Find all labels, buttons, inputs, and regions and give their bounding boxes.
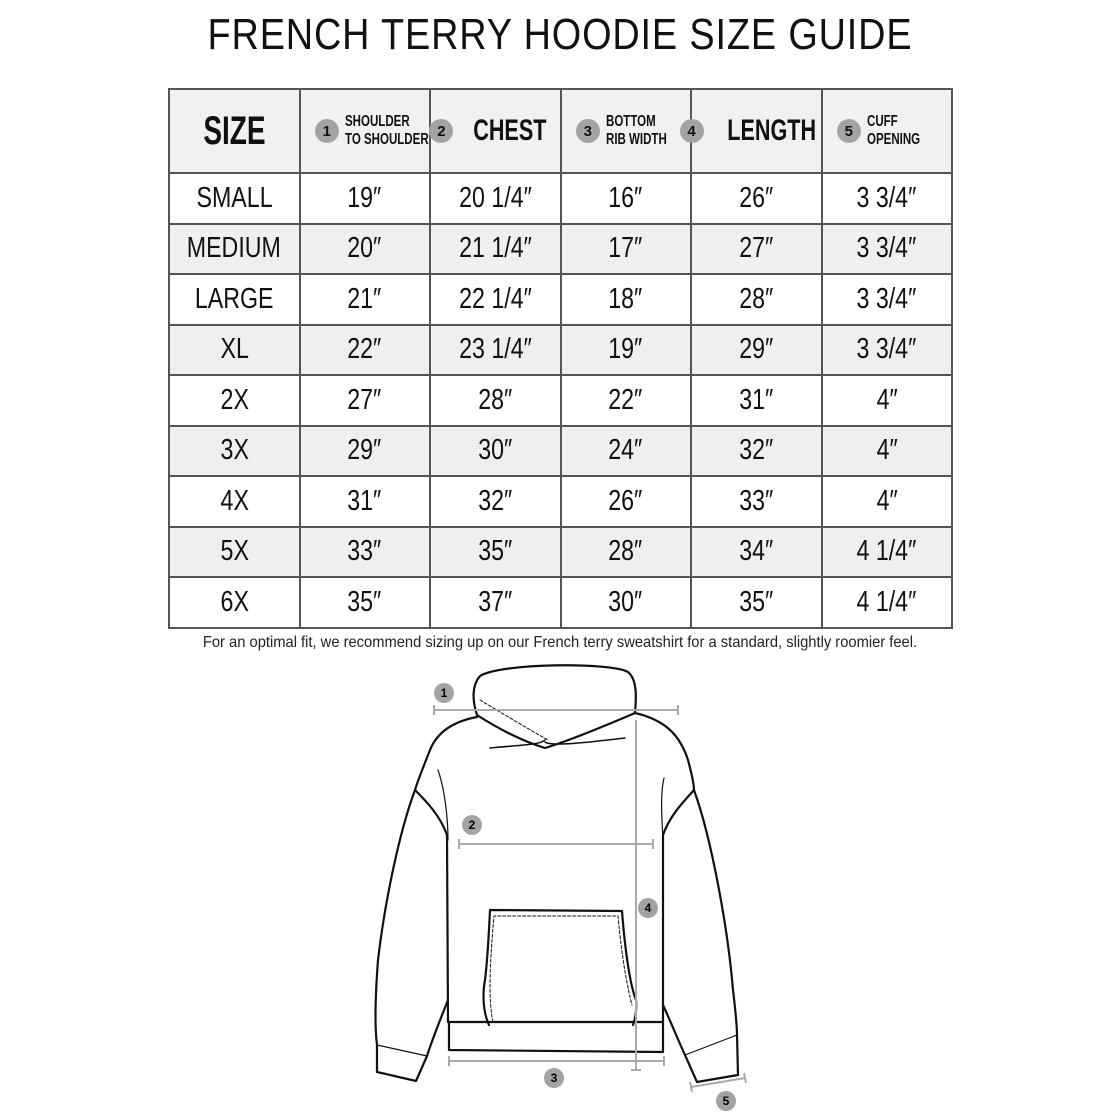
table-row: XL 22″ 23 1/4″ 19″ 29″ 3 3/4″ bbox=[168, 323, 953, 376]
measurement-cell: 30″ bbox=[429, 424, 562, 477]
measurement-cell: 3 3/4″ bbox=[820, 172, 953, 225]
measurement-cell: 29″ bbox=[690, 323, 823, 376]
measurement-cell: 3 3/4″ bbox=[820, 323, 953, 376]
bottom-rib-header: 3 BOTTOM RIB WIDTH bbox=[559, 88, 692, 174]
measurement-cell: 22″ bbox=[559, 374, 692, 427]
measurement-cell: 28″ bbox=[690, 273, 823, 326]
marker-2-icon: 2 bbox=[429, 119, 454, 143]
chest-measure-line bbox=[458, 839, 654, 849]
shoulder-measure-line bbox=[433, 705, 679, 715]
marker-5-icon: 5 bbox=[716, 1091, 736, 1111]
measurement-cell: 18″ bbox=[559, 273, 692, 326]
diagram-markers: 1 2 3 4 5 bbox=[434, 683, 736, 1111]
size-cell: XL bbox=[168, 323, 301, 376]
table-row: SMALL 19″ 20 1/4″ 16″ 26″ 3 3/4″ bbox=[168, 172, 953, 225]
measurement-cell: 16″ bbox=[559, 172, 692, 225]
measurement-cell: 3 3/4″ bbox=[820, 273, 953, 326]
page-title: FRENCH TERRY HOODIE SIZE GUIDE bbox=[207, 10, 913, 59]
measurement-cell: 35″ bbox=[298, 576, 431, 629]
measurement-cell: 35″ bbox=[690, 576, 823, 629]
table-row: 2X 27″ 28″ 22″ 31″ 4″ bbox=[168, 374, 953, 427]
measurement-cell: 21″ bbox=[298, 273, 431, 326]
size-header: SIZE bbox=[168, 88, 301, 174]
measurement-cell: 33″ bbox=[298, 525, 431, 578]
measure-lines bbox=[433, 705, 747, 1093]
measurement-cell: 4 1/4″ bbox=[820, 576, 953, 629]
measurement-cell: 27″ bbox=[298, 374, 431, 427]
measurement-cell: 4 1/4″ bbox=[820, 525, 953, 578]
measurement-cell: 4″ bbox=[820, 374, 953, 427]
measurement-cell: 26″ bbox=[690, 172, 823, 225]
cuff-header: 5 CUFF OPENING bbox=[820, 88, 953, 174]
table-row: 5X 33″ 35″ 28″ 34″ 4 1/4″ bbox=[168, 525, 953, 578]
size-cell: MEDIUM bbox=[168, 222, 301, 275]
marker-4-icon: 4 bbox=[638, 898, 658, 918]
table-row: LARGE 21″ 22 1/4″ 18″ 28″ 3 3/4″ bbox=[168, 273, 953, 326]
measurement-cell: 32″ bbox=[429, 475, 562, 528]
measurement-cell: 32″ bbox=[690, 424, 823, 477]
size-cell: 5X bbox=[168, 525, 301, 578]
measurement-cell: 29″ bbox=[298, 424, 431, 477]
size-cell: 4X bbox=[168, 475, 301, 528]
measurement-cell: 20″ bbox=[298, 222, 431, 275]
length-header: 4 LENGTH bbox=[679, 88, 823, 174]
svg-text:2: 2 bbox=[469, 818, 476, 832]
measurement-cell: 26″ bbox=[559, 475, 692, 528]
measurement-cell: 31″ bbox=[690, 374, 823, 427]
table-row: 4X 31″ 32″ 26″ 33″ 4″ bbox=[168, 475, 953, 528]
svg-text:1: 1 bbox=[441, 686, 448, 700]
measurement-cell: 27″ bbox=[690, 222, 823, 275]
measurement-cell: 3 3/4″ bbox=[820, 222, 953, 275]
table-row: 6X 35″ 37″ 30″ 35″ 4 1/4″ bbox=[168, 576, 953, 629]
measurement-cell: 4″ bbox=[820, 424, 953, 477]
measurement-cell: 33″ bbox=[690, 475, 823, 528]
table-header-row: SIZE 1 SHOULDER TO SHOULDER 2 CHEST 3 BOTTOM… bbox=[168, 88, 953, 174]
bottom-rib-measure-line bbox=[448, 1056, 665, 1066]
measurement-cell: 28″ bbox=[559, 525, 692, 578]
shoulder-header: 1 SHOULDER TO SHOULDER bbox=[298, 88, 431, 174]
marker-3-icon: 3 bbox=[575, 119, 600, 143]
fit-note: For an optimal fit, we recommend sizing … bbox=[202, 634, 918, 651]
svg-text:4: 4 bbox=[645, 901, 652, 915]
marker-1-icon: 1 bbox=[434, 683, 454, 703]
measurement-cell: 20 1/4″ bbox=[429, 172, 562, 225]
svg-text:3: 3 bbox=[551, 1071, 558, 1085]
measurement-cell: 4″ bbox=[820, 475, 953, 528]
length-measure-line bbox=[631, 720, 641, 1071]
size-table: SIZE 1 SHOULDER TO SHOULDER 2 CHEST 3 BOTTOM… bbox=[168, 88, 953, 629]
measurement-cell: 19″ bbox=[559, 323, 692, 376]
measurement-cell: 34″ bbox=[690, 525, 823, 578]
measurement-cell: 31″ bbox=[298, 475, 431, 528]
svg-text:5: 5 bbox=[723, 1094, 730, 1108]
table-row: MEDIUM 20″ 21 1/4″ 17″ 27″ 3 3/4″ bbox=[168, 222, 953, 275]
chest-header: 2 CHEST bbox=[429, 88, 562, 174]
measurement-cell: 35″ bbox=[429, 525, 562, 578]
marker-4-icon: 4 bbox=[679, 119, 704, 143]
size-cell: LARGE bbox=[168, 273, 301, 326]
marker-3-icon: 3 bbox=[544, 1068, 564, 1088]
measurement-cell: 22 1/4″ bbox=[429, 273, 562, 326]
measurement-cell: 22″ bbox=[298, 323, 431, 376]
measurement-cell: 24″ bbox=[559, 424, 692, 477]
marker-2-icon: 2 bbox=[462, 815, 482, 835]
size-cell: SMALL bbox=[168, 172, 301, 225]
measurement-cell: 28″ bbox=[429, 374, 562, 427]
measurement-cell: 30″ bbox=[559, 576, 692, 629]
size-cell: 3X bbox=[168, 424, 301, 477]
measurement-cell: 19″ bbox=[298, 172, 431, 225]
marker-1-icon: 1 bbox=[314, 119, 339, 143]
size-cell: 6X bbox=[168, 576, 301, 629]
measurement-cell: 37″ bbox=[429, 576, 562, 629]
table-row: 3X 29″ 30″ 24″ 32″ 4″ bbox=[168, 424, 953, 477]
measurement-cell: 23 1/4″ bbox=[429, 323, 562, 376]
marker-5-icon: 5 bbox=[836, 119, 861, 143]
measurement-cell: 21 1/4″ bbox=[429, 222, 562, 275]
hoodie-outline bbox=[374, 664, 740, 1084]
size-cell: 2X bbox=[168, 374, 301, 427]
measurement-cell: 17″ bbox=[559, 222, 692, 275]
cuff-measure-line bbox=[689, 1072, 747, 1093]
